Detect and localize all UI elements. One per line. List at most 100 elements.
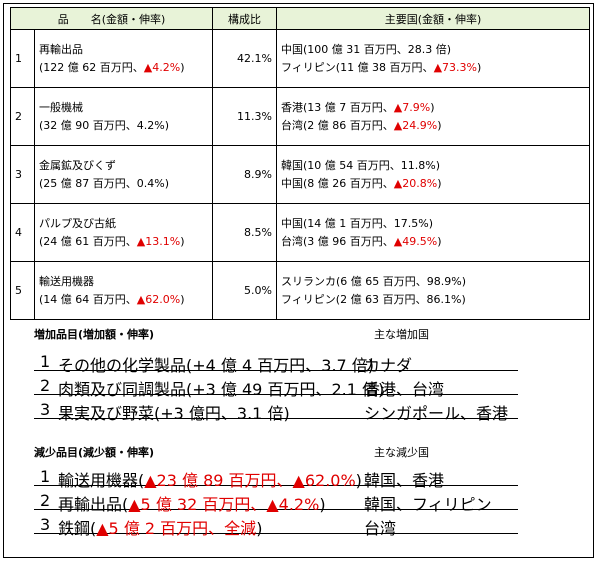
- row-share: 11.3%: [212, 87, 277, 146]
- item-text-negative: ▲5 億 32 百万円、▲4.2%: [128, 495, 320, 514]
- item-detail: (25 億 87 百万円、0.4%): [39, 175, 208, 193]
- item-number: 3: [40, 400, 51, 419]
- item-country: 韓国、香港: [364, 471, 445, 490]
- country-close: ): [430, 100, 435, 114]
- item-text-main: 果実及び野菜(+3 億円、3.1 倍): [58, 404, 290, 423]
- table-row: 2 一般機械 (32 億 90 百万円、4.2%) 11.3% 香港(13 億 …: [10, 87, 590, 146]
- item-text-main: 輸送用機器(: [58, 471, 145, 490]
- item-detail: (14 億 64 百万円、▲62.0%): [39, 291, 208, 309]
- country-text: 韓国(10 億 54 百万円、11.8%): [281, 158, 441, 172]
- country-line: 韓国(10 億 54 百万円、11.8%): [281, 157, 585, 175]
- item-text-close: ): [319, 495, 326, 514]
- header-countries: 主要国(金額・伸率): [276, 7, 590, 30]
- country-line: スリランカ(6 億 65 百万円、98.9%): [281, 273, 585, 291]
- item-text: 鉄鋼(▲5 億 2 百万円、全減): [58, 515, 262, 539]
- list-item: 2 肉類及び同調製品(+3 億 49 百万円、2.1 倍) 香港、台湾: [34, 372, 518, 399]
- row-rank: 4: [10, 203, 35, 262]
- detail-text: (25 億 87 百万円、0.4%): [39, 176, 170, 190]
- country-line: 中国(8 億 26 百万円、▲20.8%): [281, 175, 585, 193]
- country-text: 台湾(2 億 86 百万円、: [281, 118, 394, 132]
- list-item: 2 再輸出品(▲5 億 32 百万円、▲4.2%) 韓国、フィリピン: [34, 487, 518, 514]
- row-share: 5.0%: [212, 261, 277, 320]
- list-item: 1 輸送用機器(▲23 億 89 百万円、▲62.0%) 韓国、香港: [34, 463, 518, 490]
- detail-text: (32 億 90 百万円、4.2%): [39, 118, 170, 132]
- country-text: フィリピン(2 億 63 百万円、86.1%): [281, 292, 466, 306]
- country-line: フィリピン(11 億 38 百万円、▲73.3%): [281, 59, 585, 77]
- row-share: 42.1%: [212, 29, 277, 88]
- row-countries: 香港(13 億 7 百万円、▲7.9%) 台湾(2 億 86 百万円、▲24.9…: [276, 87, 590, 146]
- detail-negative: ▲4.2%: [143, 60, 181, 74]
- country-line: 中国(100 億 31 百万円、28.3 倍): [281, 41, 585, 59]
- item-text-close: ): [256, 519, 263, 538]
- item-name: パルプ及び古紙: [39, 216, 116, 230]
- detail-negative: ▲13.1%: [136, 234, 181, 248]
- country-close: ): [437, 234, 442, 248]
- increase-heading: 増加品目(増加額・伸率): [34, 328, 155, 341]
- item-country: カナダ: [364, 356, 413, 375]
- item-text-negative: ▲23 億 89 百万円、▲62.0%: [144, 471, 356, 490]
- country-line: 中国(14 億 1 百万円、17.5%): [281, 215, 585, 233]
- header-share: 構成比: [212, 7, 277, 30]
- table-row: 4 パルプ及び古紙 (24 億 61 百万円、▲13.1%) 8.5% 中国(1…: [10, 203, 590, 262]
- row-rank: 5: [10, 261, 35, 320]
- country-negative: ▲20.8%: [393, 176, 438, 190]
- item-name: 輸送用機器: [39, 274, 94, 288]
- item-detail: (24 億 61 百万円、▲13.1%): [39, 233, 208, 251]
- item-country: 台湾: [364, 519, 397, 538]
- country-line: 台湾(2 億 86 百万円、▲24.9%): [281, 117, 585, 135]
- country-text: スリランカ(6 億 65 百万円、98.9%): [281, 274, 467, 288]
- decrease-country-heading: 主な減少国: [374, 446, 429, 459]
- item-name: 再輸出品: [39, 42, 83, 56]
- header-item: 品 名(金額・伸率): [10, 7, 213, 30]
- item-name: 金属鉱及びくず: [39, 158, 116, 172]
- item-detail: (122 億 62 百万円、▲4.2%): [39, 59, 208, 77]
- item-number: 1: [40, 467, 51, 486]
- item-number: 3: [40, 515, 51, 534]
- list-item: 3 果実及び野菜(+3 億円、3.1 倍) シンガポール、香港: [34, 396, 518, 423]
- table-header-row: 品 名(金額・伸率) 構成比 主要国(金額・伸率): [10, 7, 590, 30]
- item-text-main: 再輸出品(: [58, 495, 129, 514]
- table-row: 5 輸送用機器 (14 億 64 百万円、▲62.0%) 5.0% スリランカ(…: [10, 261, 590, 320]
- detail-close: ): [180, 234, 185, 248]
- row-item: 輸送用機器 (14 億 64 百万円、▲62.0%): [34, 261, 213, 320]
- row-item: 再輸出品 (122 億 62 百万円、▲4.2%): [34, 29, 213, 88]
- item-text: 輸送用機器(▲23 億 89 百万円、▲62.0%): [58, 467, 362, 491]
- increase-country-heading: 主な増加国: [374, 328, 429, 341]
- row-item: パルプ及び古紙 (24 億 61 百万円、▲13.1%): [34, 203, 213, 262]
- country-text: 中国(8 億 26 百万円、: [281, 176, 394, 190]
- country-line: フィリピン(2 億 63 百万円、86.1%): [281, 291, 585, 309]
- country-negative: ▲7.9%: [393, 100, 431, 114]
- item-text-negative: ▲5 億 2 百万円、全減: [96, 519, 257, 538]
- item-text: 肉類及び同調製品(+3 億 49 百万円、2.1 倍): [58, 376, 384, 400]
- row-rank: 3: [10, 145, 35, 204]
- item-text-main: 鉄鋼(: [58, 519, 97, 538]
- row-countries: 中国(14 億 1 百万円、17.5%) 台湾(3 億 96 百万円、▲49.5…: [276, 203, 590, 262]
- detail-close: ): [180, 60, 185, 74]
- country-close: ): [437, 176, 442, 190]
- list-item: 1 その他の化学製品(+4 億 4 百万円、3.7 倍) カナダ: [34, 348, 518, 375]
- item-text: 果実及び野菜(+3 億円、3.1 倍): [58, 400, 290, 424]
- row-rank: 1: [10, 29, 35, 88]
- item-name: 一般機械: [39, 100, 83, 114]
- detail-negative: ▲62.0%: [136, 292, 181, 306]
- item-text: その他の化学製品(+4 億 4 百万円、3.7 倍): [58, 352, 374, 376]
- detail-text: (14 億 64 百万円、: [39, 292, 137, 306]
- item-detail: (32 億 90 百万円、4.2%): [39, 117, 208, 135]
- country-line: 香港(13 億 7 百万円、▲7.9%): [281, 99, 585, 117]
- country-close: ): [476, 60, 482, 74]
- item-text-close: ): [355, 471, 362, 490]
- decrease-heading: 減少品目(減少額・伸率): [34, 446, 155, 459]
- country-text: 香港(13 億 7 百万円、: [281, 100, 394, 114]
- row-share: 8.5%: [212, 203, 277, 262]
- row-item: 一般機械 (32 億 90 百万円、4.2%): [34, 87, 213, 146]
- item-number: 2: [40, 491, 51, 510]
- list-item: 3 鉄鋼(▲5 億 2 百万円、全減) 台湾: [34, 511, 518, 538]
- item-country: シンガポール、香港: [364, 404, 509, 423]
- country-negative: ▲49.5%: [393, 234, 438, 248]
- country-text: 台湾(3 億 96 百万円、: [281, 234, 394, 248]
- item-text-main: その他の化学製品(+4 億 4 百万円、3.7 倍): [58, 356, 375, 375]
- item-number: 2: [40, 376, 51, 395]
- item-text: 再輸出品(▲5 億 32 百万円、▲4.2%): [58, 491, 326, 515]
- table-row: 3 金属鉱及びくず (25 億 87 百万円、0.4%) 8.9% 韓国(10 …: [10, 145, 590, 204]
- row-rank: 2: [10, 87, 35, 146]
